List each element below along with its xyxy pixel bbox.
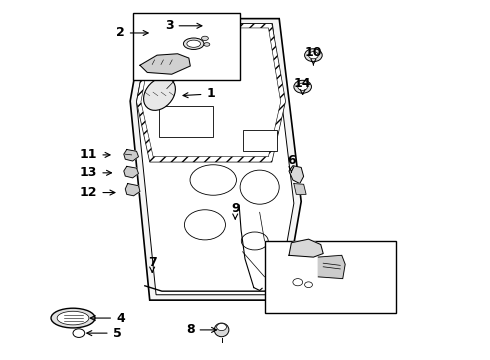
Polygon shape (137, 24, 294, 295)
Ellipse shape (242, 232, 268, 250)
Polygon shape (124, 166, 139, 178)
Text: 6: 6 (287, 154, 296, 172)
Ellipse shape (187, 40, 200, 47)
Bar (265, 241, 396, 313)
Ellipse shape (204, 42, 210, 46)
Text: 11: 11 (80, 148, 110, 161)
Text: 7: 7 (148, 256, 156, 272)
Polygon shape (289, 166, 304, 184)
Text: 9: 9 (231, 202, 240, 219)
Text: 8: 8 (186, 323, 217, 336)
Text: 2: 2 (116, 27, 148, 40)
Text: 4: 4 (90, 311, 125, 325)
Circle shape (294, 80, 312, 93)
Text: 13: 13 (80, 166, 112, 179)
Polygon shape (318, 255, 345, 279)
Text: 3: 3 (165, 19, 202, 32)
Text: 14: 14 (294, 77, 312, 94)
Ellipse shape (144, 77, 175, 111)
Text: 1: 1 (183, 87, 215, 100)
Polygon shape (124, 149, 139, 161)
Ellipse shape (51, 308, 95, 328)
Circle shape (217, 323, 226, 330)
Circle shape (305, 282, 313, 288)
Polygon shape (140, 54, 190, 74)
Ellipse shape (183, 38, 204, 49)
Circle shape (293, 279, 303, 286)
Bar (243, 130, 277, 151)
Polygon shape (141, 28, 281, 157)
Polygon shape (294, 184, 306, 194)
Circle shape (184, 210, 225, 240)
Bar (133, 13, 240, 80)
Ellipse shape (57, 311, 89, 325)
Circle shape (309, 51, 318, 59)
Text: 10: 10 (305, 46, 322, 65)
Circle shape (305, 49, 322, 62)
Circle shape (73, 329, 85, 337)
Ellipse shape (214, 323, 229, 337)
Polygon shape (137, 24, 286, 162)
Ellipse shape (240, 170, 279, 204)
Circle shape (298, 83, 308, 90)
Ellipse shape (201, 36, 208, 41)
Polygon shape (289, 239, 323, 257)
Text: 5: 5 (87, 327, 122, 339)
Polygon shape (125, 184, 140, 196)
Text: 12: 12 (80, 186, 115, 199)
Polygon shape (130, 19, 301, 300)
Ellipse shape (190, 165, 237, 195)
Bar (159, 107, 213, 137)
